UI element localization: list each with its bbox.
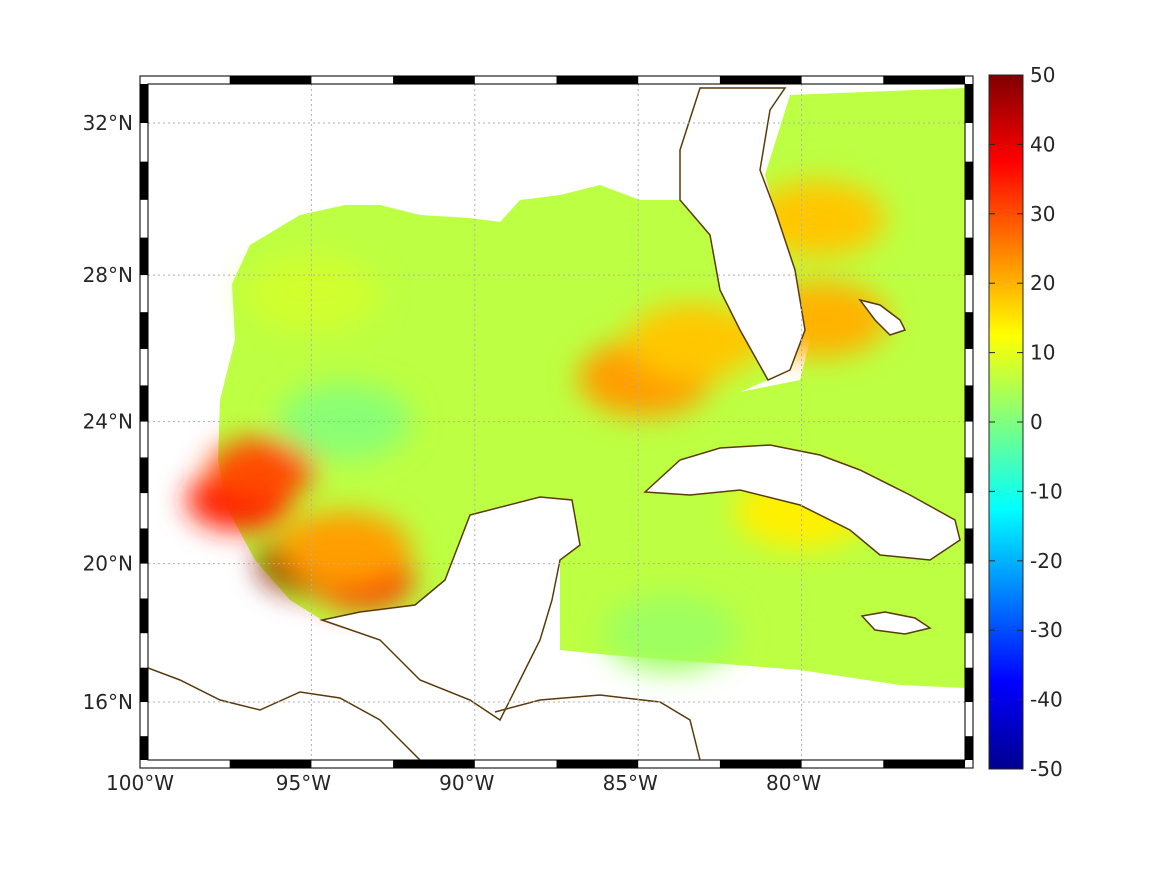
field-patch — [603, 594, 739, 672]
field-patch — [276, 511, 412, 588]
frame-check — [965, 528, 973, 564]
frame-check — [965, 736, 973, 760]
frame-check — [140, 598, 148, 634]
florida-peninsula — [679, 87, 806, 381]
frame-check — [140, 457, 148, 494]
cuba-island — [643, 444, 961, 561]
frame-check — [965, 667, 973, 703]
frame-check — [719, 76, 802, 84]
latitude-label: 24°N — [83, 410, 133, 434]
graticule — [147, 84, 965, 760]
colorbar-tick-label: 50 — [1030, 63, 1055, 87]
map-frame — [139, 75, 974, 769]
frame-check — [140, 312, 148, 349]
frame-check — [393, 76, 475, 84]
data-field — [186, 88, 965, 688]
jamaica-island — [860, 611, 932, 635]
frame-check — [556, 760, 639, 768]
frame-check — [965, 457, 973, 494]
longitude-label: 80°W — [766, 771, 821, 795]
colorbar-tick-label: 30 — [1030, 202, 1055, 226]
frame-check — [393, 760, 475, 768]
frame-check — [556, 76, 639, 84]
frame-check — [140, 385, 148, 422]
frame-check — [229, 76, 312, 84]
field-patch — [626, 303, 761, 381]
frame-check — [719, 760, 802, 768]
longitude-label: 85°W — [603, 771, 658, 795]
longitude-label: 100°W — [106, 771, 174, 795]
colorbar-tick-label: -40 — [1030, 688, 1063, 712]
frame-check — [965, 84, 973, 124]
colorbar-tick-label: -30 — [1030, 618, 1063, 642]
land-masses — [148, 87, 961, 760]
frame-check — [883, 76, 965, 84]
latitude-label: 16°N — [83, 690, 133, 714]
frame-check — [140, 736, 148, 760]
longitude-label: 95°W — [276, 771, 331, 795]
field-patch — [244, 255, 379, 333]
longitude-label: 90°W — [439, 771, 494, 795]
frame-check — [965, 598, 973, 634]
frame-check — [140, 84, 148, 124]
field-patch — [209, 437, 316, 499]
frame-check — [140, 237, 148, 276]
frame-check — [965, 237, 973, 276]
colorbar-tick-label: 40 — [1030, 132, 1055, 156]
latitude-tick-labels: 32°N 28°N 24°N 20°N 16°N — [83, 111, 133, 714]
frame-check — [140, 528, 148, 564]
bahamas-islands — [858, 298, 907, 336]
colorbar-tick-label: 20 — [1030, 271, 1055, 295]
latitude-label: 20°N — [83, 552, 133, 576]
yucatan-peninsula — [319, 496, 581, 722]
colorbar-tick-label: 0 — [1030, 410, 1043, 434]
honduras-coast — [494, 694, 701, 760]
frame-check — [140, 667, 148, 703]
colorbar: 50 40 30 20 10 0 -10 -20 -30 -40 -50 — [988, 63, 1063, 781]
colorbar-tick-label: -50 — [1030, 757, 1063, 781]
latitude-label: 28°N — [83, 263, 133, 287]
frame-check — [965, 312, 973, 349]
frame-check — [965, 161, 973, 200]
colorbar-tick-label: -20 — [1030, 549, 1063, 573]
frame-check — [965, 385, 973, 422]
central-america-coast — [148, 667, 421, 760]
frame-check — [229, 760, 312, 768]
frame-check — [140, 161, 148, 200]
colorbar-tick-label: -10 — [1030, 479, 1063, 503]
colorbar-tick-label: 10 — [1030, 341, 1055, 365]
latitude-label: 32°N — [83, 111, 133, 135]
longitude-tick-labels: 100°W 95°W 90°W 85°W 80°W — [106, 771, 821, 795]
frame-check — [883, 760, 965, 768]
